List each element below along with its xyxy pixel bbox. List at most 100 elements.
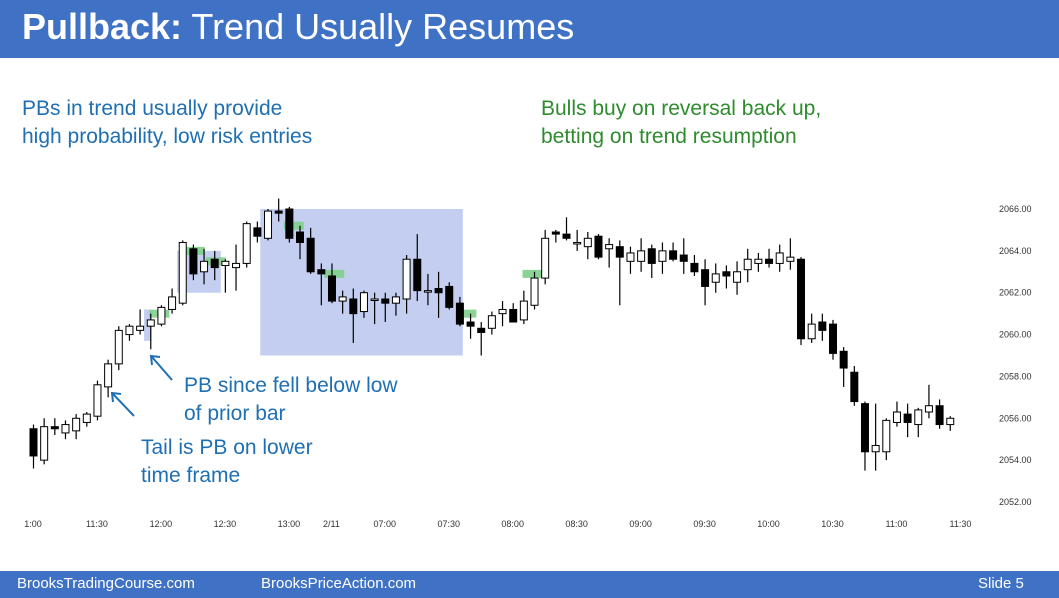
candle bbox=[253, 221, 262, 243]
candle bbox=[359, 290, 368, 318]
candle-body bbox=[615, 246, 624, 258]
y-tick-label: 2066.00 bbox=[999, 204, 1032, 214]
annotation-pb-line2: of prior bar bbox=[184, 402, 286, 425]
candle bbox=[402, 255, 411, 314]
candle bbox=[594, 234, 603, 260]
candle-body bbox=[381, 298, 390, 304]
annotation-pb-line1: PB since fell below low bbox=[184, 374, 398, 397]
candle bbox=[466, 313, 475, 339]
candle-body bbox=[733, 271, 742, 283]
x-tick-label: 11:30 bbox=[949, 519, 971, 529]
candle bbox=[242, 221, 251, 268]
candle bbox=[829, 319, 837, 360]
footer-center: BrooksPriceAction.com bbox=[261, 575, 417, 592]
candle-body bbox=[775, 252, 784, 264]
candle-body bbox=[50, 426, 59, 430]
x-axis: 1:00 11:30 12:00 12:30 13:00 2/11 07:00 07:30 08… bbox=[24, 519, 971, 529]
candle-body bbox=[136, 325, 145, 331]
candle-body bbox=[573, 241, 582, 245]
entry-marker-4 bbox=[324, 269, 345, 278]
candle bbox=[669, 242, 678, 262]
candle bbox=[125, 324, 134, 341]
candle bbox=[445, 282, 454, 310]
x-tick-label: 08:00 bbox=[501, 519, 524, 529]
candle bbox=[455, 296, 464, 327]
x-tick-label: 10:00 bbox=[757, 519, 780, 529]
candle-body bbox=[477, 327, 486, 333]
candle bbox=[349, 288, 358, 343]
candle bbox=[924, 384, 933, 419]
candle-body bbox=[413, 258, 422, 292]
slide-title: Pullback: Trend Usually Resumes bbox=[22, 6, 574, 48]
note-left-line2: high probability, low risk entries bbox=[22, 125, 313, 148]
y-tick-label: 2060.00 bbox=[999, 330, 1032, 340]
candle bbox=[317, 263, 326, 306]
candle-body bbox=[61, 424, 70, 434]
candle-body bbox=[807, 323, 816, 340]
candle-body bbox=[338, 296, 347, 302]
candle bbox=[29, 424, 38, 469]
annotation-tail-line1: Tail is PB on lower bbox=[141, 436, 313, 459]
entry-marker-6 bbox=[522, 269, 543, 278]
y-axis: 2066.00 2064.00 2062.00 2060.00 2058.00 2056.… bbox=[999, 204, 1032, 507]
candle-body bbox=[210, 258, 219, 269]
candle-body bbox=[40, 426, 49, 461]
candle-body bbox=[114, 329, 123, 365]
x-tick-label: 2/11 bbox=[323, 519, 340, 529]
candle-body bbox=[551, 231, 560, 235]
candle bbox=[189, 244, 198, 281]
candle bbox=[61, 420, 70, 440]
candle-body bbox=[221, 260, 230, 267]
candle bbox=[264, 209, 273, 241]
candle-body bbox=[391, 296, 400, 304]
candle-body bbox=[786, 256, 795, 262]
candle bbox=[136, 309, 145, 335]
candle-body bbox=[168, 296, 177, 310]
candle bbox=[615, 240, 624, 306]
candle-body bbox=[711, 273, 720, 283]
annotation-tail-line2: time frame bbox=[141, 464, 241, 487]
candle bbox=[562, 217, 571, 241]
candle-body bbox=[296, 231, 304, 243]
candle-body bbox=[274, 210, 283, 214]
candle bbox=[839, 347, 848, 387]
candle bbox=[701, 259, 710, 306]
note-right: Bulls buy on reversal back up, betting o… bbox=[541, 95, 821, 151]
candle bbox=[871, 403, 880, 471]
candle bbox=[733, 261, 742, 295]
candle-body bbox=[850, 371, 859, 403]
candle-body bbox=[104, 363, 113, 388]
candle bbox=[519, 290, 528, 325]
candle bbox=[530, 271, 539, 310]
candle-body bbox=[264, 210, 273, 239]
candle bbox=[82, 412, 91, 427]
note-right-line1: Bulls buy on reversal back up, bbox=[541, 97, 822, 120]
note-right-line2: betting on trend resumption bbox=[541, 125, 797, 148]
candle bbox=[807, 313, 816, 343]
arrow-tail-line bbox=[112, 393, 135, 417]
candle bbox=[541, 229, 550, 285]
x-tick-label: 11:00 bbox=[886, 519, 908, 529]
candle-body bbox=[242, 223, 251, 264]
candle bbox=[157, 305, 166, 327]
candle-body bbox=[882, 419, 891, 453]
candle-body bbox=[487, 315, 496, 329]
candle bbox=[690, 255, 699, 276]
candle-body bbox=[349, 298, 358, 315]
x-tick-label: 08:30 bbox=[565, 519, 588, 529]
candle-body bbox=[455, 302, 464, 325]
candle-body bbox=[327, 275, 336, 302]
candle-body bbox=[562, 233, 571, 239]
note-left-line1: PBs in trend usually provide bbox=[22, 97, 283, 120]
footer-bar: BrooksTradingCourse.com BrooksPriceActio… bbox=[0, 571, 1059, 598]
highlight-boxes bbox=[144, 209, 463, 356]
x-tick-label: 10:30 bbox=[821, 519, 844, 529]
candle bbox=[72, 414, 81, 440]
candle bbox=[946, 416, 955, 431]
candle-body bbox=[72, 417, 81, 432]
annotation-pb: PB since fell below low of prior bar bbox=[184, 372, 398, 428]
candle-body bbox=[924, 405, 933, 413]
candle bbox=[370, 292, 379, 325]
y-tick-label: 2058.00 bbox=[999, 371, 1032, 381]
candle-body bbox=[253, 227, 262, 237]
